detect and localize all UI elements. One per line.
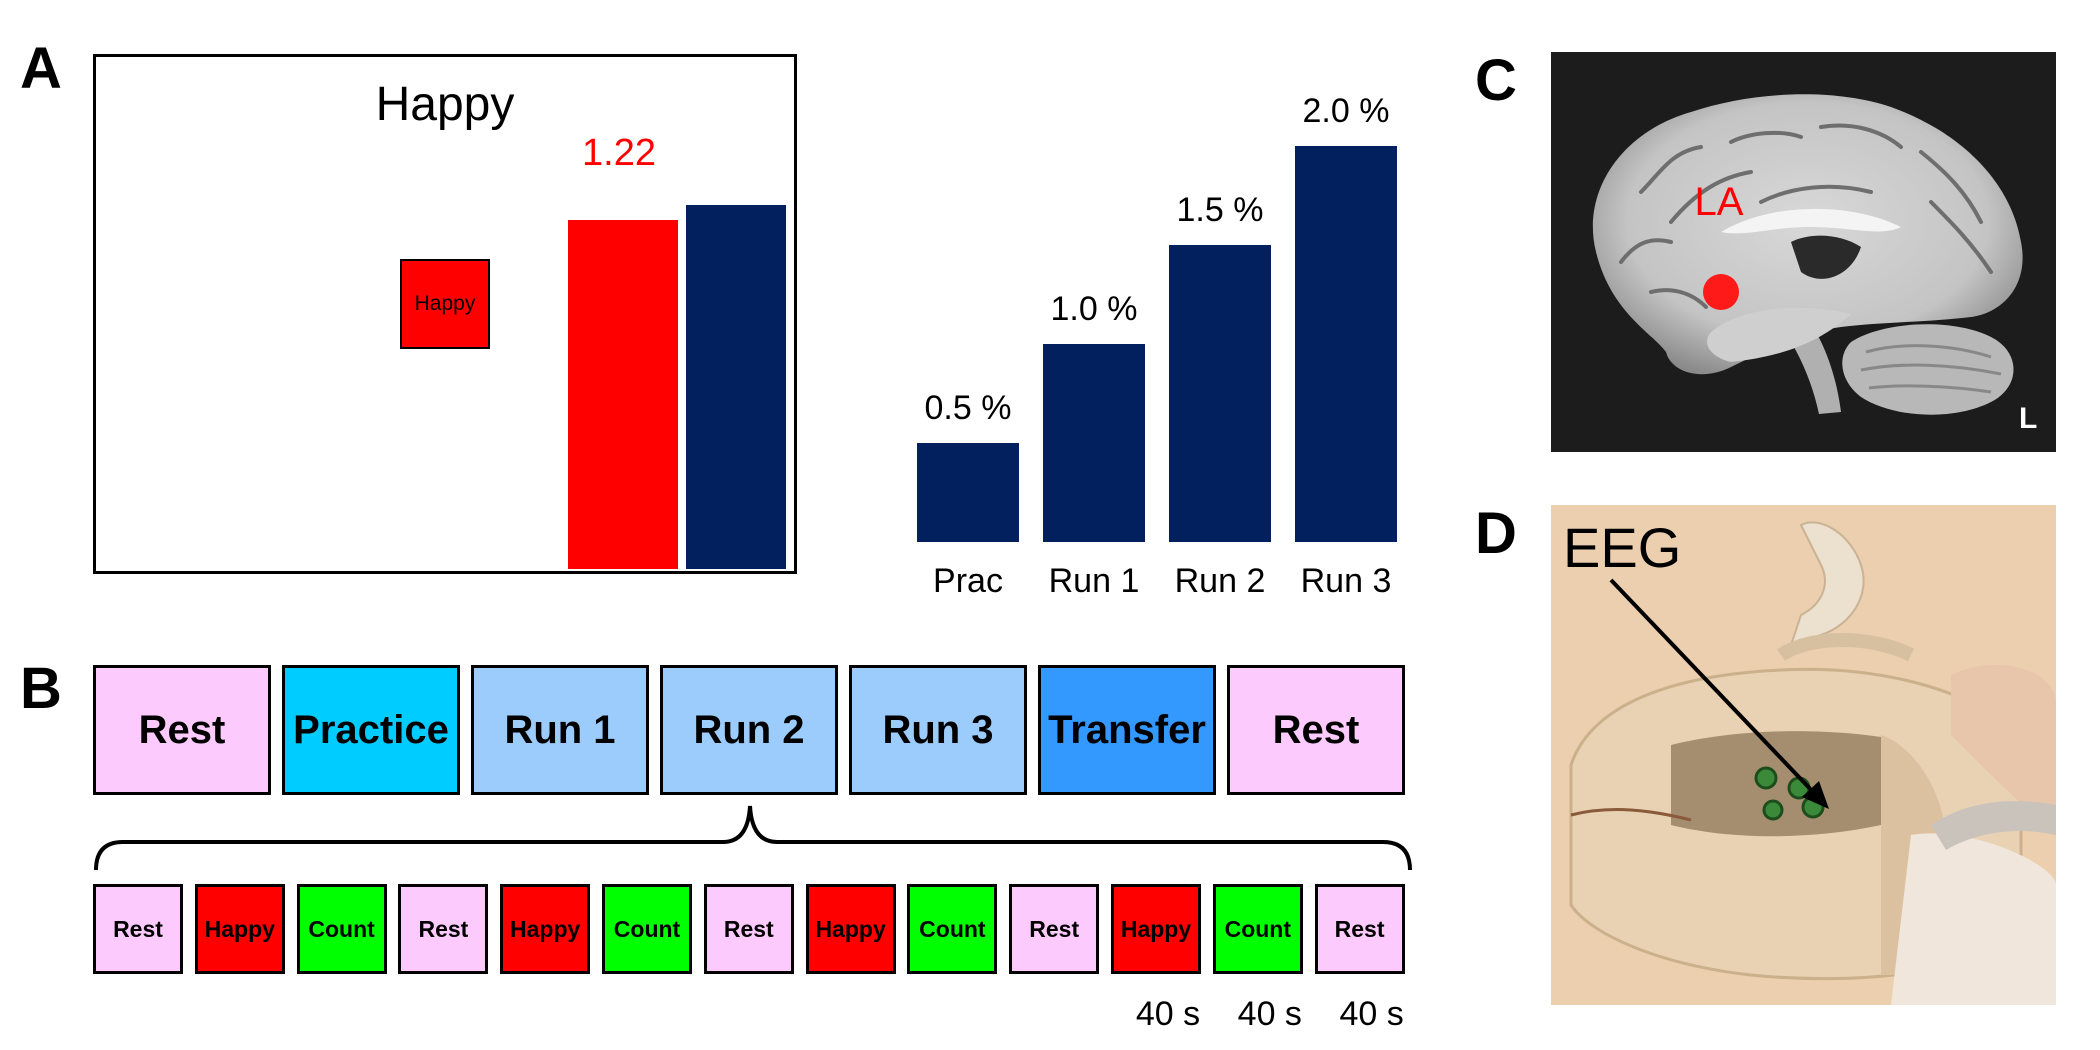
session-block-5: Run 3 xyxy=(849,665,1027,795)
duration-label: 40 s xyxy=(1135,995,1201,1033)
target-bar xyxy=(686,205,786,569)
run-block-4: Rest xyxy=(398,884,489,974)
orientation-label: L xyxy=(2019,402,2038,435)
duration-label: 40 s xyxy=(1339,995,1404,1033)
data-label: 2.0 % xyxy=(1303,92,1390,130)
data-label: 1.5 % xyxy=(1177,191,1264,229)
run-block-6: Count xyxy=(602,884,692,974)
run-block-1: Rest xyxy=(93,884,183,974)
panel-letter-c: C xyxy=(1475,48,1517,113)
session-block-2: Practice xyxy=(282,665,460,795)
mri-sagittal-image: LA L xyxy=(1551,52,2056,452)
current-activity-bar xyxy=(568,219,678,569)
session-block-3: Run 1 xyxy=(471,665,649,795)
feedback-display: Happy 1.22 Happy xyxy=(93,54,797,574)
threshold-bar-chart: 0.5 % Prac 1.0 % Run 1 1.5 % Run 2 2.0 % Run 3 xyxy=(917,92,1397,600)
panel-letter-b: B xyxy=(20,656,62,721)
mri-coil-illustration xyxy=(1551,505,2056,1005)
eeg-photo: EEG xyxy=(1551,505,2056,1005)
run-block-11: Happy xyxy=(1111,884,1201,974)
bar-prac xyxy=(917,443,1019,542)
duration-label: 40 s xyxy=(1237,995,1302,1033)
run-block-8: Happy xyxy=(805,884,896,974)
run-block-9: Count xyxy=(907,884,998,974)
run-block-7: Rest xyxy=(703,884,794,974)
session-block-6: Transfer xyxy=(1038,665,1216,795)
session-block-1: Rest xyxy=(93,665,271,795)
tick-label: Prac xyxy=(933,562,1003,600)
panel-letter-a: A xyxy=(20,36,62,101)
run-block-13: Rest xyxy=(1314,884,1405,974)
bar-run-2 xyxy=(1169,245,1271,542)
brain-image xyxy=(1592,94,2023,415)
region-label: LA xyxy=(1694,180,1744,224)
tick-label: Run 2 xyxy=(1175,562,1266,600)
session-block-7: Rest xyxy=(1227,665,1405,795)
run-block-2: Happy xyxy=(194,884,285,974)
data-label: 0.5 % xyxy=(925,389,1012,427)
feedback-value: 1.22 xyxy=(582,132,656,174)
emotion-title: Happy xyxy=(375,78,515,131)
run-block-3: Count xyxy=(296,884,387,974)
tick-label: Run 1 xyxy=(1049,562,1140,600)
run-block-10: Rest xyxy=(1009,884,1100,974)
run-block-5: Happy xyxy=(500,884,591,974)
session-block-4: Run 2 xyxy=(660,665,838,795)
run-block-12: Count xyxy=(1212,884,1303,974)
bar-run-3 xyxy=(1295,146,1397,542)
panel-letter-d: D xyxy=(1475,501,1517,566)
tick-label: Run 3 xyxy=(1301,562,1392,600)
data-label: 1.0 % xyxy=(1051,290,1138,328)
cue-box: Happy xyxy=(400,259,490,349)
eeg-label: EEG xyxy=(1563,516,1682,579)
run-expansion-brace xyxy=(94,805,1412,871)
bar-run-1 xyxy=(1043,344,1145,542)
